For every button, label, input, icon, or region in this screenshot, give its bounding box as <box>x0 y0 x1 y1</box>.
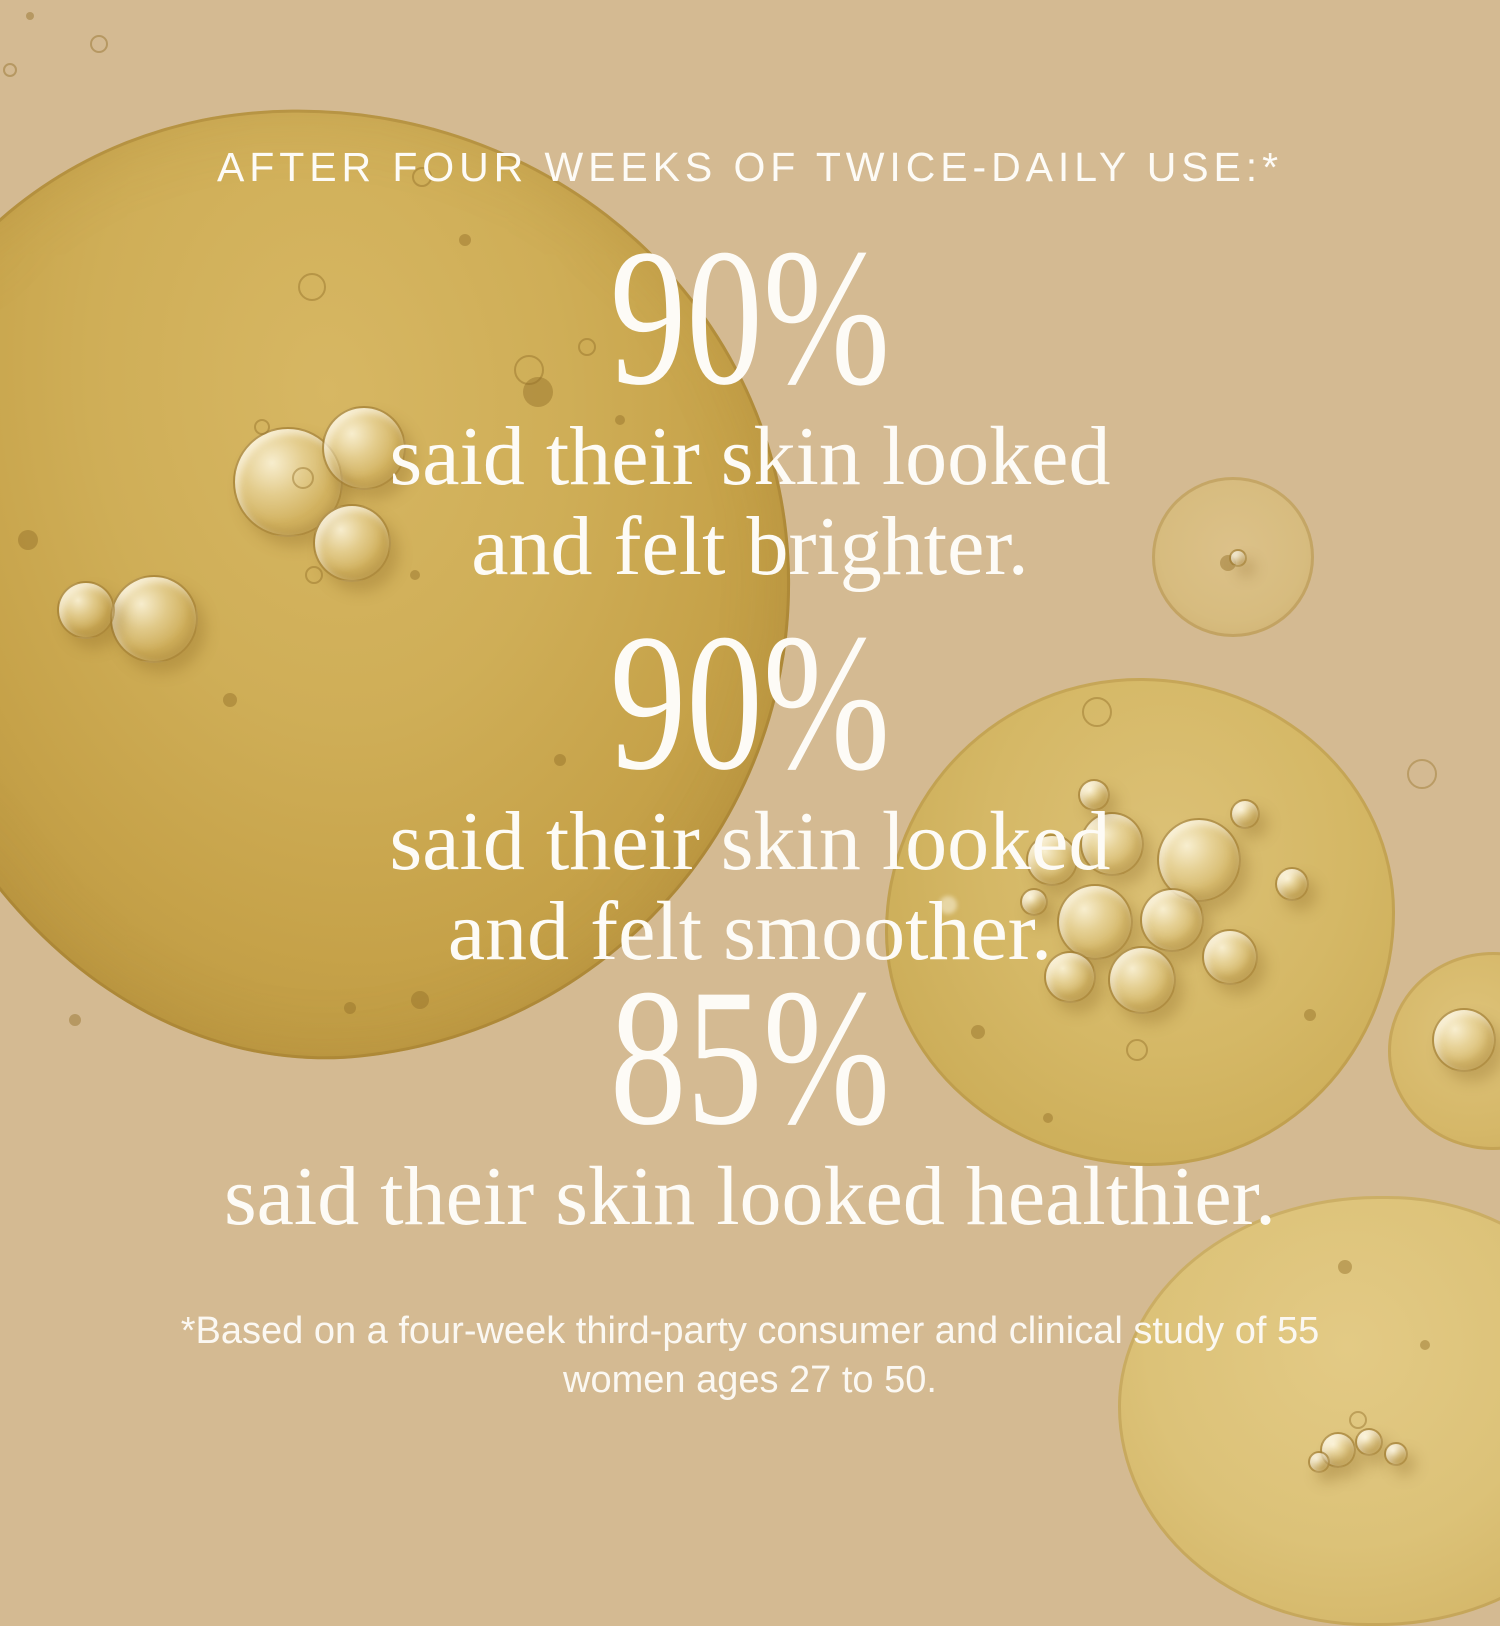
oil-speck <box>292 467 314 489</box>
oil-speck <box>90 35 108 53</box>
oil-speck <box>1338 1260 1352 1274</box>
oil-bubble <box>1432 1008 1496 1072</box>
oil-bubble <box>1140 888 1204 952</box>
headline: AFTER FOUR WEEKS OF TWICE-DAILY USE:* <box>217 144 1283 190</box>
footnote-line-2: women ages 27 to 50. <box>563 1359 937 1402</box>
oil-speck <box>459 234 471 246</box>
oil-speck <box>523 377 553 407</box>
oil-bubble <box>1057 884 1133 960</box>
stat-3-description: said their skin looked healthier. <box>0 1152 1500 1242</box>
oil-speck <box>411 991 429 1009</box>
marketing-graphic: { "ad": { "header": "AFTER FOUR WEEKS OF… <box>0 12 1500 1626</box>
oil-bubble <box>1229 549 1247 567</box>
stat-3-value: 85% <box>609 949 891 1166</box>
stat-1-line-1: said their skin looked <box>389 410 1111 503</box>
oil-speck <box>298 273 326 301</box>
oil-bubble <box>1026 834 1078 886</box>
oil-speck <box>344 1002 356 1014</box>
oil-bubble <box>1157 818 1241 902</box>
oil-bubble <box>1355 1428 1383 1456</box>
oil-droplet-bottom-right <box>1118 1196 1500 1626</box>
oil-speck <box>615 415 625 425</box>
stat-2-line-1: said their skin looked <box>389 795 1111 888</box>
oil-speck <box>1349 1411 1367 1429</box>
stat-2-line-2: and felt smoother. <box>447 884 1053 978</box>
oil-bubble <box>57 581 115 639</box>
oil-bubble <box>1202 929 1258 985</box>
footnote: *Based on a four-week third-party consum… <box>0 1307 1500 1406</box>
oil-speck <box>554 754 566 766</box>
stat-2-description: said their skin looked and felt smoother… <box>0 797 1500 977</box>
oil-speck <box>971 1025 985 1039</box>
oil-speck <box>578 338 596 356</box>
oil-speck <box>410 570 420 580</box>
oil-speck <box>223 693 237 707</box>
oil-bubble <box>1308 1451 1330 1473</box>
oil-speck <box>1126 1039 1148 1061</box>
oil-speck <box>939 896 957 914</box>
oil-bubble <box>313 504 391 582</box>
oil-bubble <box>1044 951 1096 1003</box>
oil-bubble <box>1230 799 1260 829</box>
stat-3-line-1: said their skin looked healthier. <box>223 1150 1277 1243</box>
oil-speck <box>254 419 270 435</box>
footnote-line-1: *Based on a four-week third-party consum… <box>180 1310 1320 1352</box>
stat-1-description: said their skin looked and felt brighter… <box>0 412 1500 592</box>
oil-bubble <box>1275 867 1309 901</box>
oil-speck <box>3 63 17 77</box>
oil-speck <box>514 355 544 385</box>
oil-bubble <box>1108 946 1176 1014</box>
oil-bubble <box>1384 1442 1408 1466</box>
oil-bubble <box>1020 888 1048 916</box>
oil-speck <box>305 566 323 584</box>
stat-1-line-2: and felt brighter. <box>471 499 1029 593</box>
oil-speck <box>69 1014 81 1026</box>
oil-bubble <box>1078 779 1110 811</box>
oil-speck <box>18 530 38 550</box>
oil-speck <box>1420 1340 1430 1350</box>
oil-speck <box>412 167 432 187</box>
stat-1-value: 90% <box>609 209 891 426</box>
oil-droplet-tiny-ring <box>1407 759 1437 789</box>
oil-bubble <box>1080 812 1144 876</box>
oil-speck <box>26 12 34 20</box>
oil-bubble <box>322 406 406 490</box>
stat-2-value: 90% <box>609 594 891 811</box>
oil-speck <box>1043 1113 1053 1123</box>
oil-speck <box>1304 1009 1316 1021</box>
oil-speck <box>1082 697 1112 727</box>
